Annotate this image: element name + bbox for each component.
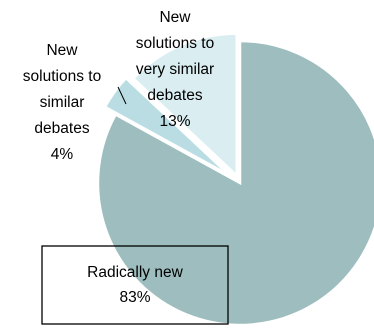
slice-similar <box>103 76 231 177</box>
label-very-similar-line-2: solutions to <box>136 35 214 52</box>
label-similar-line-4: debates <box>34 120 89 137</box>
label-similar-line-1: New <box>46 42 78 59</box>
label-radically-new: Radically new 83% <box>87 264 183 306</box>
pie-slices <box>96 32 374 327</box>
slice-very-similar <box>131 32 239 179</box>
label-similar-line-2: solutions to <box>23 68 101 85</box>
slice-radically-new <box>96 39 374 327</box>
label-very-similar: New solutions to very similar debates 13… <box>136 9 214 130</box>
label-radically-new-line-2: 83% <box>119 289 150 306</box>
label-radically-new-line-1: Radically new <box>87 264 183 281</box>
label-similar-line-3: similar <box>40 94 85 111</box>
label-similar-line-5: 4% <box>51 146 74 163</box>
label-very-similar-line-3: very similar <box>136 61 214 78</box>
label-very-similar-line-5: 13% <box>159 113 190 130</box>
similar-leader-line <box>117 86 127 105</box>
label-very-similar-line-1: New <box>159 9 191 26</box>
radically-new-label-box <box>41 245 229 325</box>
label-very-similar-line-4: debates <box>147 87 202 104</box>
label-similar: New solutions to similar debates 4% <box>23 42 101 163</box>
